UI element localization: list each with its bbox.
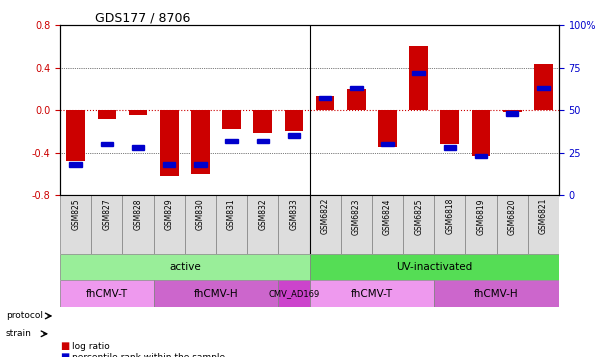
Text: GSM6818: GSM6818 — [445, 198, 454, 235]
FancyBboxPatch shape — [403, 195, 434, 253]
Bar — [503, 110, 522, 112]
Text: fhCMV-T: fhCMV-T — [86, 289, 128, 299]
Bar — [66, 110, 85, 161]
Bar — [319, 96, 331, 100]
Text: GSM833: GSM833 — [290, 198, 299, 230]
FancyBboxPatch shape — [123, 195, 154, 253]
Bar — [160, 110, 178, 176]
Bar — [316, 96, 335, 110]
Text: GSM6822: GSM6822 — [320, 198, 329, 235]
Text: GSM829: GSM829 — [165, 198, 174, 230]
Bar — [378, 110, 397, 147]
FancyBboxPatch shape — [496, 195, 528, 253]
Text: CMV_AD169: CMV_AD169 — [268, 289, 320, 298]
Text: GSM6821: GSM6821 — [539, 198, 548, 235]
Bar — [191, 110, 210, 174]
Bar — [285, 110, 304, 131]
FancyBboxPatch shape — [185, 195, 216, 253]
Text: fhCMV-H: fhCMV-H — [474, 289, 519, 299]
Bar — [257, 139, 269, 143]
Bar — [434, 280, 559, 307]
Bar — [132, 145, 144, 150]
Bar — [222, 110, 241, 129]
Bar — [163, 162, 175, 167]
FancyBboxPatch shape — [310, 195, 341, 253]
FancyBboxPatch shape — [216, 195, 247, 253]
Bar — [412, 71, 425, 75]
Text: GSM828: GSM828 — [133, 198, 142, 230]
Bar — [472, 110, 490, 156]
Bar — [60, 253, 310, 280]
Text: GSM6819: GSM6819 — [477, 198, 486, 235]
Bar — [347, 89, 365, 110]
Bar — [350, 86, 362, 90]
Text: fhCMV-T: fhCMV-T — [351, 289, 393, 299]
Bar — [225, 139, 238, 143]
FancyBboxPatch shape — [465, 195, 496, 253]
FancyBboxPatch shape — [247, 195, 278, 253]
Text: GSM6820: GSM6820 — [508, 198, 517, 235]
Bar — [60, 280, 154, 307]
Bar — [100, 142, 113, 146]
Text: GSM827: GSM827 — [102, 198, 111, 230]
Text: GSM825: GSM825 — [71, 198, 80, 230]
Text: log ratio: log ratio — [72, 342, 110, 351]
Bar — [381, 142, 394, 146]
Text: UV-inactivated: UV-inactivated — [396, 262, 472, 272]
Text: GSM831: GSM831 — [227, 198, 236, 230]
Text: GSM6825: GSM6825 — [414, 198, 423, 235]
FancyBboxPatch shape — [278, 195, 310, 253]
Bar — [154, 280, 278, 307]
Text: GSM832: GSM832 — [258, 198, 267, 230]
Text: fhCMV-H: fhCMV-H — [194, 289, 239, 299]
FancyBboxPatch shape — [154, 195, 185, 253]
Bar — [537, 86, 549, 90]
Text: protocol: protocol — [6, 311, 43, 321]
FancyBboxPatch shape — [528, 195, 559, 253]
Bar — [129, 110, 147, 115]
Bar — [441, 110, 459, 144]
Text: GDS177 / 8706: GDS177 / 8706 — [95, 12, 191, 25]
Bar — [475, 154, 487, 158]
Text: GSM6824: GSM6824 — [383, 198, 392, 235]
Text: strain: strain — [6, 329, 32, 338]
Bar — [444, 145, 456, 150]
Bar — [506, 111, 519, 116]
Text: GSM6823: GSM6823 — [352, 198, 361, 235]
Bar — [97, 110, 116, 119]
FancyBboxPatch shape — [60, 195, 91, 253]
Bar — [278, 280, 310, 307]
FancyBboxPatch shape — [341, 195, 372, 253]
FancyBboxPatch shape — [91, 195, 123, 253]
Bar — [70, 162, 82, 167]
Bar — [534, 64, 553, 110]
Bar — [288, 134, 300, 138]
Text: percentile rank within the sample: percentile rank within the sample — [72, 352, 225, 357]
Text: ■: ■ — [60, 352, 69, 357]
Text: ■: ■ — [60, 341, 69, 351]
Bar — [409, 46, 428, 110]
Text: active: active — [169, 262, 201, 272]
Bar — [310, 253, 559, 280]
FancyBboxPatch shape — [372, 195, 403, 253]
Bar — [254, 110, 272, 134]
FancyBboxPatch shape — [434, 195, 465, 253]
Bar — [310, 280, 435, 307]
Text: GSM830: GSM830 — [196, 198, 205, 230]
Bar — [194, 162, 207, 167]
